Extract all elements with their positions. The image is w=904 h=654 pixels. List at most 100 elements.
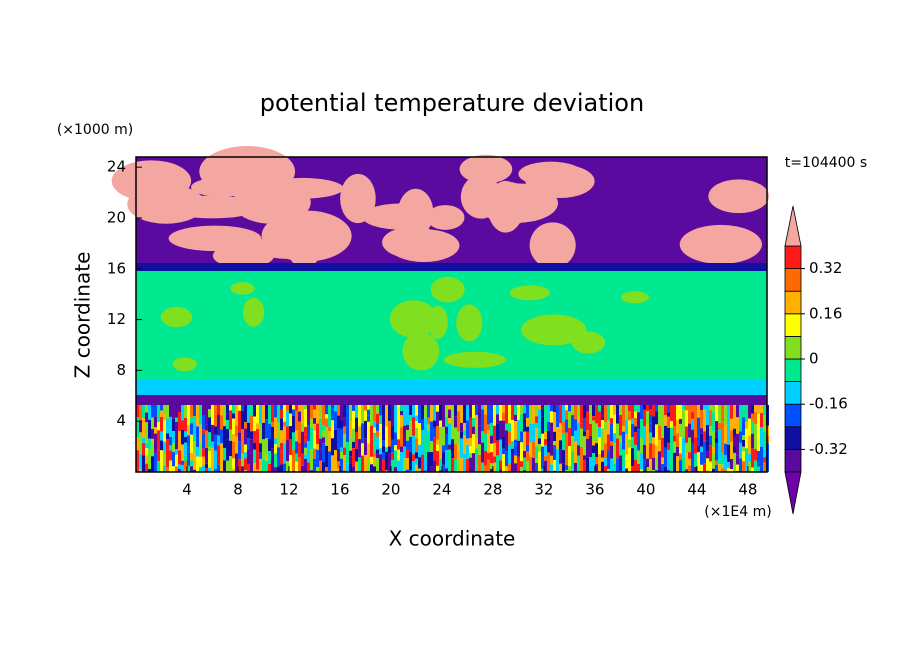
field-cell [532,405,535,424]
field-cell [661,426,664,438]
field-cell [184,442,187,450]
field-cell [727,424,730,445]
y-tick-label: 4 [116,412,126,430]
field-cell [478,405,481,420]
field-cell [535,427,538,447]
field-cell [751,433,754,449]
field-cell [646,458,649,468]
field-cell [451,458,454,472]
field-cell [523,413,526,420]
field-cell [322,462,325,472]
field-cell [361,443,364,456]
field-cell [319,438,322,450]
field-cell [442,464,445,472]
field-cell [685,442,688,454]
field-cell [490,405,493,423]
field-cell [646,410,649,425]
field-cell [436,411,439,427]
field-cell [148,405,151,420]
field-cell [187,425,190,436]
field-cell [175,449,178,455]
field-cell [412,435,415,455]
field-cell [538,438,541,445]
field-blob [191,177,253,197]
field-cell [169,405,172,417]
field-cell [568,428,571,447]
field-cell [721,468,724,472]
field-cell [376,423,379,431]
field-cell [268,463,271,472]
field-cell [193,458,196,470]
field-cell [718,430,721,445]
field-cell [676,433,679,447]
field-cell [163,441,166,452]
field-cell [553,405,556,413]
field-cell [229,456,232,472]
field-cell [298,421,301,431]
field-cell [658,440,661,452]
field-cell [358,405,361,427]
field-cell [619,420,622,436]
field-cell [475,437,478,449]
field-cell [394,467,397,472]
field-cell [556,448,559,466]
field-cell [430,441,433,453]
field-cell [595,443,598,458]
field-cell [541,405,544,410]
field-cell [559,449,562,464]
field-cell [406,405,409,425]
field-cell [232,413,235,419]
field-cell [643,409,646,427]
field-cell [553,441,556,446]
field-cell [193,441,196,454]
field-cell [511,448,514,454]
field-cell [601,450,604,458]
field-cell [745,455,748,472]
field-cell [520,442,523,462]
field-cell [136,468,139,472]
field-cell [145,405,148,413]
field-cell [205,447,208,464]
field-cell [670,458,673,472]
field-cell [226,455,229,461]
field-cell [226,439,229,456]
field-cell [571,451,574,470]
field-cell [319,449,322,461]
field-cell [760,413,763,428]
field-cell [358,439,361,458]
field-cell [208,446,211,452]
field-cell [667,442,670,451]
field-cell [193,437,196,442]
field-cell [676,419,679,434]
y-tick-label: 8 [116,361,126,379]
field-cell [391,452,394,461]
field-cell [256,423,259,430]
field-cell [391,405,394,426]
field-cell [652,416,655,438]
field-cell [334,450,337,471]
field-cell [256,453,259,470]
field-cell [724,470,727,472]
field-cell [490,443,493,453]
field-cell [757,451,760,467]
field-cell [499,405,502,421]
field-cell [613,433,616,444]
field-cell [244,470,247,472]
field-cell [604,466,607,472]
field-cell [544,455,547,461]
field-cell [445,405,448,418]
field-cell [511,441,514,449]
field-cell [691,418,694,430]
field-cell [259,405,262,410]
field-cell [661,464,664,472]
field-cell [388,405,391,421]
field-cell [310,405,313,419]
field-cell [535,416,538,423]
x-tick-label: 36 [585,481,604,499]
field-cell [451,417,454,440]
field-cell [427,451,430,472]
field-cell [505,466,508,472]
field-cell [349,421,352,439]
field-cell [481,442,484,463]
field-cell [337,448,340,462]
